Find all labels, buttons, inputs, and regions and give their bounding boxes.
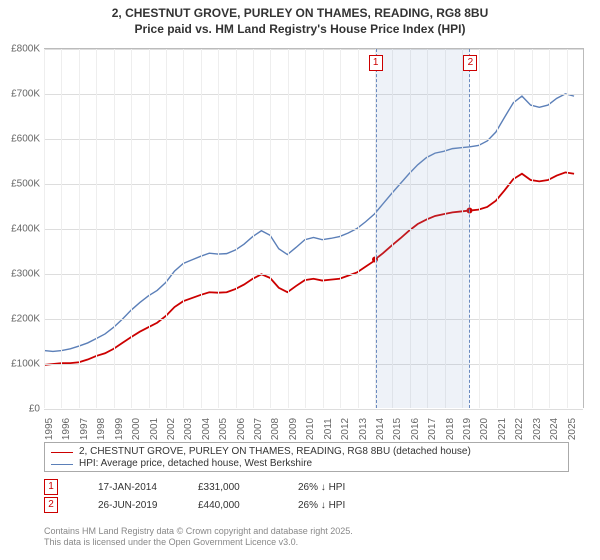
- x-axis-label: 2011: [323, 418, 334, 440]
- x-axis-label: 2016: [410, 418, 421, 440]
- legend-swatch-1: [51, 452, 73, 453]
- table-row: 1 17-JAN-2014 £331,000 26% ↓ HPI: [44, 478, 358, 496]
- x-axis-label: 2015: [392, 418, 403, 440]
- x-axis-label: 1998: [96, 418, 107, 440]
- x-axis-label: 2024: [549, 418, 560, 440]
- footer-text: Contains HM Land Registry data © Crown c…: [44, 526, 353, 548]
- y-axis-label: £600K: [0, 134, 40, 145]
- x-axis-label: 2005: [218, 418, 229, 440]
- x-axis-label: 2000: [131, 418, 142, 440]
- chart-plot-area: £0£100K£200K£300K£400K£500K£600K£700K£80…: [44, 48, 584, 408]
- legend-label-2: HPI: Average price, detached house, West…: [79, 458, 312, 470]
- y-axis-label: £800K: [0, 44, 40, 55]
- x-axis-label: 2013: [358, 418, 369, 440]
- x-axis-label: 2003: [183, 418, 194, 440]
- x-axis-label: 2022: [514, 418, 525, 440]
- legend-box: 2, CHESTNUT GROVE, PURLEY ON THAMES, REA…: [44, 442, 569, 472]
- x-axis-label: 2002: [166, 418, 177, 440]
- footer-line-1: Contains HM Land Registry data © Crown c…: [44, 526, 353, 537]
- x-axis-label: 2021: [497, 418, 508, 440]
- x-axis-label: 2025: [567, 418, 578, 440]
- marker-label-1: 1: [369, 55, 383, 71]
- footer-line-2: This data is licensed under the Open Gov…: [44, 537, 353, 548]
- x-axis-label: 2023: [532, 418, 543, 440]
- x-axis-label: 2017: [427, 418, 438, 440]
- sale-price-1: £331,000: [198, 482, 258, 493]
- x-axis-label: 2009: [288, 418, 299, 440]
- title-line-2: Price paid vs. HM Land Registry's House …: [0, 22, 600, 38]
- marker-label-2: 2: [463, 55, 477, 71]
- title-line-1: 2, CHESTNUT GROVE, PURLEY ON THAMES, REA…: [0, 6, 600, 22]
- y-axis-label: £400K: [0, 224, 40, 235]
- legend-swatch-2: [51, 464, 73, 465]
- x-axis-label: 1996: [61, 418, 72, 440]
- x-axis-label: 2012: [340, 418, 351, 440]
- legend-label-1: 2, CHESTNUT GROVE, PURLEY ON THAMES, REA…: [79, 446, 471, 458]
- x-axis-label: 1997: [79, 418, 90, 440]
- sale-delta-1: 26% ↓ HPI: [298, 482, 358, 493]
- series-line-hpi: [44, 94, 574, 352]
- x-axis-label: 1995: [44, 418, 55, 440]
- x-axis-label: 2004: [201, 418, 212, 440]
- x-axis-label: 2008: [270, 418, 281, 440]
- shaded-region: [376, 49, 471, 408]
- y-axis-label: £700K: [0, 89, 40, 100]
- series-line-price_paid: [44, 172, 574, 365]
- sale-price-2: £440,000: [198, 500, 258, 511]
- x-axis-label: 2014: [375, 418, 386, 440]
- sale-date-2: 26-JUN-2019: [98, 500, 158, 511]
- chart-title: 2, CHESTNUT GROVE, PURLEY ON THAMES, REA…: [0, 0, 600, 37]
- marker-badge-2: 2: [44, 497, 58, 513]
- x-axis-label: 2018: [445, 418, 456, 440]
- x-axis-label: 2001: [149, 418, 160, 440]
- marker-badge-1: 1: [44, 479, 58, 495]
- sale-delta-2: 26% ↓ HPI: [298, 500, 358, 511]
- x-axis-label: 2010: [305, 418, 316, 440]
- y-axis-label: £0: [0, 404, 40, 415]
- sale-date-1: 17-JAN-2014: [98, 482, 158, 493]
- y-axis-label: £300K: [0, 269, 40, 280]
- y-axis-label: £500K: [0, 179, 40, 190]
- x-axis-label: 2006: [236, 418, 247, 440]
- legend-item-2: HPI: Average price, detached house, West…: [51, 458, 562, 470]
- x-axis-label: 2020: [479, 418, 490, 440]
- data-table: 1 17-JAN-2014 £331,000 26% ↓ HPI 2 26-JU…: [44, 478, 358, 514]
- y-axis-label: £200K: [0, 314, 40, 325]
- x-axis-label: 1999: [114, 418, 125, 440]
- x-axis-label: 2007: [253, 418, 264, 440]
- y-axis-label: £100K: [0, 359, 40, 370]
- legend-item-1: 2, CHESTNUT GROVE, PURLEY ON THAMES, REA…: [51, 446, 562, 458]
- x-axis-label: 2019: [462, 418, 473, 440]
- table-row: 2 26-JUN-2019 £440,000 26% ↓ HPI: [44, 496, 358, 514]
